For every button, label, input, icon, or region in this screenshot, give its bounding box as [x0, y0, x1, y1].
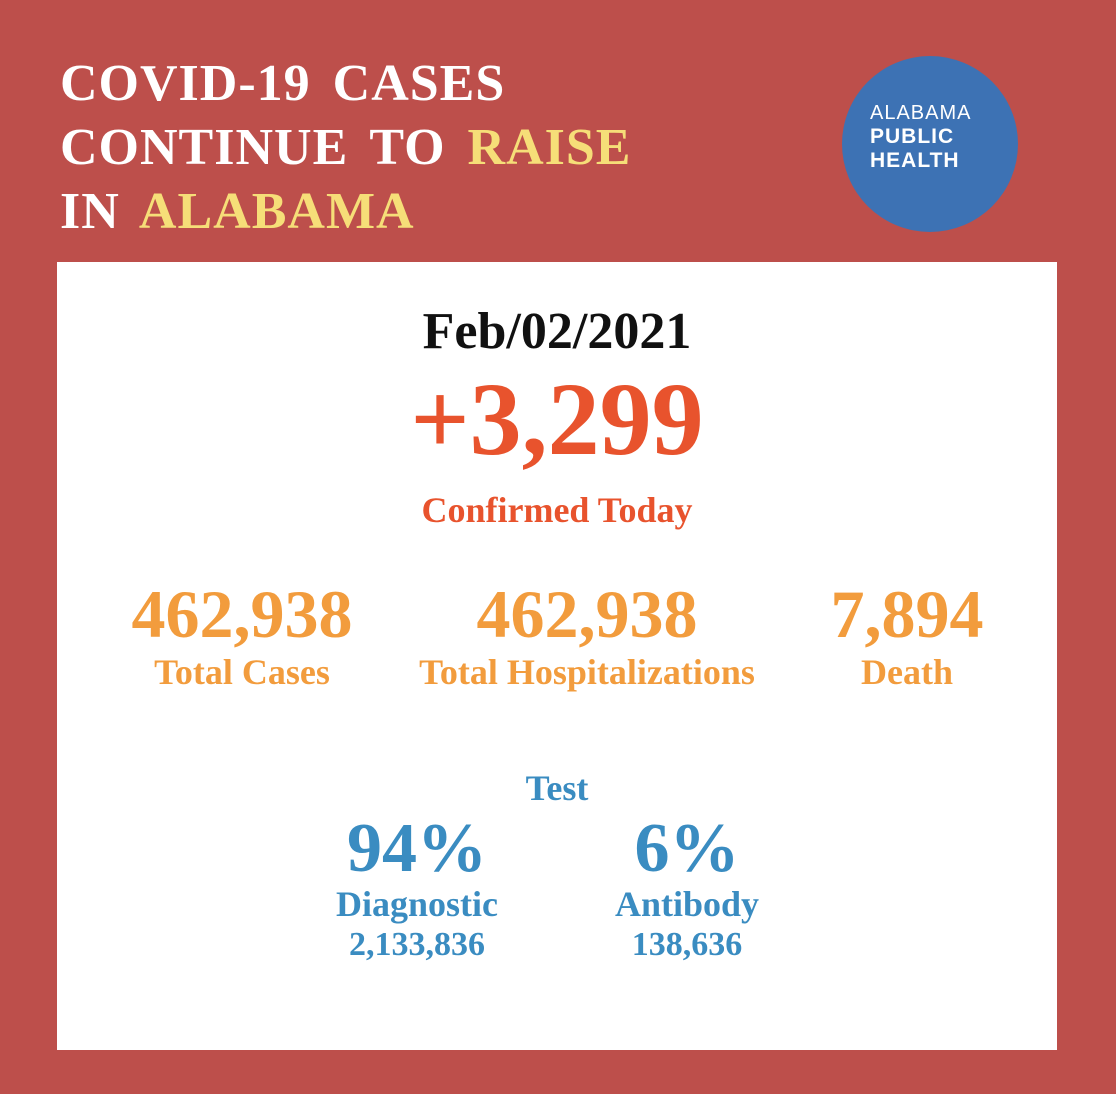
headline-line-3: IN	[60, 183, 139, 240]
antibody-test-stat: 6% Antibody 138,636	[587, 814, 787, 966]
total-cases-label: Total Cases	[154, 652, 330, 692]
headline-line-2: CONTINUE TO	[60, 119, 468, 176]
total-hospitalizations-stat: 462,938 Total Hospitalizations	[377, 576, 797, 692]
stats-card: Feb/02/2021 +3,299 Confirmed Today 462,9…	[57, 262, 1057, 1050]
headline: COVID-19 CASES CONTINUE TO RAISE IN ALAB…	[60, 52, 631, 244]
headline-line-1: COVID-19 CASES	[60, 55, 506, 112]
total-hospitalizations-label: Total Hospitalizations	[419, 652, 755, 692]
test-section-title: Test	[525, 768, 589, 808]
death-label: Death	[861, 652, 953, 692]
logo-line-3: HEALTH	[870, 149, 960, 172]
confirmed-today-label: Confirmed Today	[421, 490, 693, 530]
diagnostic-count: 2,133,836	[349, 926, 485, 963]
alabama-public-health-logo: ALABAMA PUBLIC HEALTH	[842, 56, 1018, 232]
headline-highlight-raise: RAISE	[467, 119, 632, 176]
antibody-label: Antibody	[614, 884, 760, 924]
antibody-percent: 6%	[634, 810, 740, 887]
report-date: Feb/02/2021	[422, 303, 692, 360]
confirmed-today-value: +3,299	[410, 362, 704, 477]
diagnostic-test-stat: 94% Diagnostic 2,133,836	[307, 814, 527, 966]
logo-line-2: PUBLIC	[870, 125, 955, 148]
total-cases-value: 462,938	[131, 576, 353, 652]
total-cases-stat: 462,938 Total Cases	[117, 576, 367, 692]
total-hospitalizations-value: 462,938	[476, 576, 698, 652]
death-value: 7,894	[830, 576, 984, 652]
antibody-count: 138,636	[631, 926, 743, 963]
death-stat: 7,894 Death	[807, 576, 1007, 692]
headline-highlight-alabama: ALABAMA	[138, 183, 415, 240]
diagnostic-label: Diagnostic	[336, 884, 498, 924]
logo-line-1: ALABAMA	[870, 102, 972, 124]
diagnostic-percent: 94%	[347, 810, 487, 887]
